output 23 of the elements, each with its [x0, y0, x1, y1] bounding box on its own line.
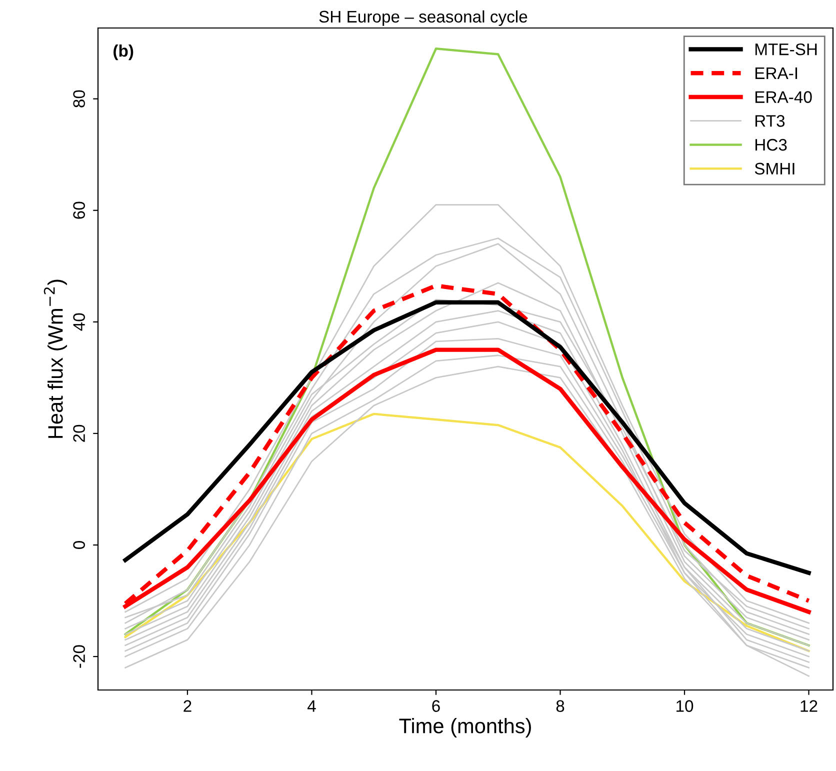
x-tick-label: 2	[184, 700, 192, 712]
y-tick-label: 0	[73, 541, 85, 549]
y-tick-label: 60	[73, 202, 85, 219]
y-tick-label: -20	[73, 645, 85, 668]
legend-label: MTE-SH	[755, 43, 817, 56]
x-tick-label: 12	[800, 700, 818, 712]
legend-label: SMHI	[754, 162, 794, 175]
x-tick-label: 10	[676, 700, 694, 712]
legend-label: ERA-40	[755, 91, 812, 103]
annotation: (b)	[114, 44, 134, 60]
chart-title: SH Europe – seasonal cycle	[319, 10, 528, 26]
x-tick-label: 6	[432, 700, 440, 712]
x-tick-label: 4	[307, 700, 316, 712]
x-tick-label: 8	[556, 700, 564, 712]
x-axis-title: Time (months)	[399, 718, 531, 738]
legend-label: HC3	[755, 138, 787, 151]
legend-label: RT3	[755, 115, 785, 127]
line-series	[124, 412, 810, 652]
legend-label: ERA-I	[755, 67, 798, 79]
y-tick-label: 20	[73, 424, 85, 442]
y-axis-title: Heat flux (Wm$^{−2}$)	[44, 280, 67, 438]
y-tick-label: 40	[73, 313, 85, 331]
y-tick-label: 80	[73, 90, 85, 108]
